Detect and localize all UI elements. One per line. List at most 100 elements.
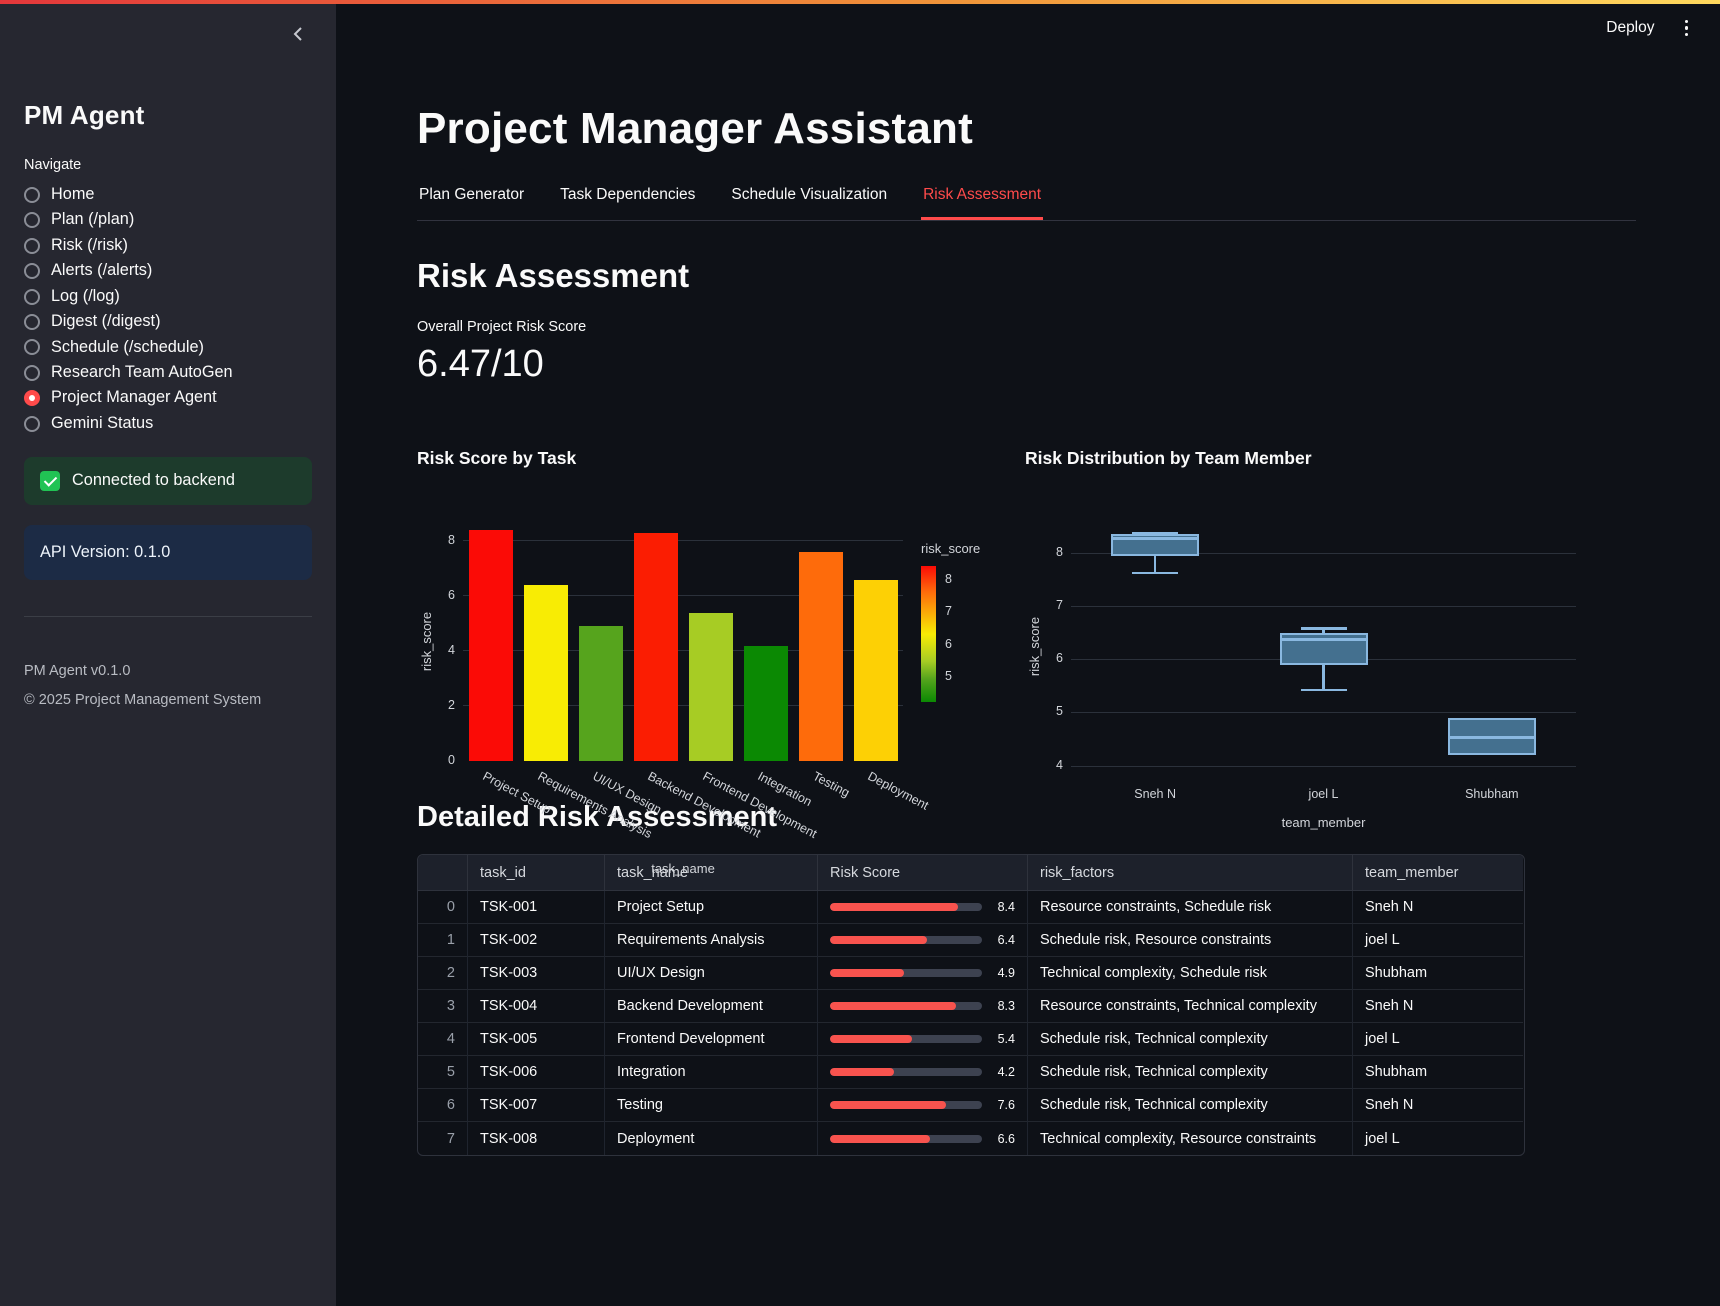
cell-task-name[interactable]: UI/UX Design (605, 957, 818, 990)
bar-chart-ytick: 4 (448, 643, 455, 658)
cell-task-name[interactable]: Requirements Analysis (605, 924, 818, 957)
cell-team-member[interactable]: Sneh N (1353, 891, 1523, 924)
box-joel-l (1279, 632, 1368, 665)
cell-team-member[interactable]: Shubham (1353, 957, 1523, 990)
risk-progress-fill (830, 1101, 946, 1109)
bar-testing (798, 552, 843, 761)
sidebar-item-research-team-autogen[interactable]: Research Team AutoGen (24, 363, 312, 382)
radio-icon (24, 237, 40, 254)
risk-progress-fill (830, 1035, 913, 1043)
cell-risk-factors[interactable]: Resource constraints, Schedule risk (1028, 891, 1353, 924)
risk-score-value: 8.3 (997, 999, 1015, 1013)
tab-schedule-visualization[interactable]: Schedule Visualization (731, 186, 888, 203)
deploy-button[interactable]: Deploy (1606, 19, 1655, 36)
cell-team-member[interactable]: joel L (1353, 924, 1523, 957)
cell-task-id[interactable]: TSK-004 (468, 990, 605, 1023)
tab-task-dependencies[interactable]: Task Dependencies (560, 186, 696, 203)
box-chart-xaxis-title: team_member (1281, 815, 1366, 830)
column-header-task-id[interactable]: task_id (468, 855, 605, 891)
sidebar-item-risk-risk[interactable]: Risk (/risk) (24, 235, 312, 255)
cell-index[interactable]: 7 (418, 1122, 468, 1155)
cell-risk-factors[interactable]: Technical complexity, Resource constrain… (1028, 1122, 1353, 1155)
column-header-task-name[interactable]: task_name (605, 855, 818, 891)
cell-risk-factors[interactable]: Schedule risk, Technical complexity (1028, 1089, 1353, 1122)
tab-risk-assessment[interactable]: Risk Assessment (921, 180, 1044, 220)
cell-task-id[interactable]: TSK-003 (468, 957, 605, 990)
cell-task-id[interactable]: TSK-001 (468, 891, 605, 924)
cell-risk-score[interactable]: 4.9 (818, 957, 1028, 990)
column-header-index[interactable] (418, 855, 468, 891)
sidebar-item-gemini-status[interactable]: Gemini Status (24, 414, 312, 433)
cell-risk-factors[interactable]: Schedule risk, Technical complexity (1028, 1056, 1353, 1089)
bar-chart-yticks: 0 2 4 6 8 (437, 521, 463, 767)
cell-index[interactable]: 3 (418, 990, 468, 1023)
cell-team-member[interactable]: joel L (1353, 1023, 1523, 1056)
sidebar-item-digest-digest[interactable]: Digest (/digest) (24, 312, 312, 331)
table-header-row: task_id task_name Risk Score risk_factors te… (418, 855, 1524, 891)
cell-risk-factors[interactable]: Schedule risk, Technical complexity (1028, 1023, 1353, 1056)
cell-task-id[interactable]: TSK-006 (468, 1056, 605, 1089)
cell-index[interactable]: 0 (418, 891, 468, 924)
radio-icon (24, 288, 40, 305)
risk-progress-track (830, 1002, 982, 1010)
cell-task-name[interactable]: Testing (605, 1089, 818, 1122)
cell-task-id[interactable]: TSK-008 (468, 1122, 605, 1155)
cell-task-name[interactable]: Integration (605, 1056, 818, 1089)
cell-risk-score[interactable]: 8.4 (818, 891, 1028, 924)
cell-risk-score[interactable]: 6.6 (818, 1122, 1028, 1155)
sidebar-item-label: Risk (/risk) (51, 235, 128, 254)
metric-label: Overall Project Risk Score (417, 319, 587, 335)
risk-progress-fill (830, 1068, 894, 1076)
cell-team-member[interactable]: Sneh N (1353, 1089, 1523, 1122)
cell-team-member[interactable]: Shubham (1353, 1056, 1523, 1089)
bar-frontend-development (688, 612, 733, 761)
cell-task-name[interactable]: Project Setup (605, 891, 818, 924)
colorbar-tick: 6 (945, 636, 952, 651)
cell-risk-score[interactable]: 7.6 (818, 1089, 1028, 1122)
sidebar-item-home[interactable]: Home (24, 185, 312, 204)
cell-task-id[interactable]: TSK-005 (468, 1023, 605, 1056)
cell-risk-score[interactable]: 6.4 (818, 924, 1028, 957)
cell-risk-factors[interactable]: Schedule risk, Resource constraints (1028, 924, 1353, 957)
cell-task-name[interactable]: Backend Development (605, 990, 818, 1023)
cell-risk-factors[interactable]: Technical complexity, Schedule risk (1028, 957, 1353, 990)
column-header-team-member[interactable]: team_member (1353, 855, 1523, 891)
cell-index[interactable]: 5 (418, 1056, 468, 1089)
cell-risk-score[interactable]: 8.3 (818, 990, 1028, 1023)
box-median (1447, 736, 1536, 740)
cell-index[interactable]: 1 (418, 924, 468, 957)
cell-task-name[interactable]: Deployment (605, 1122, 818, 1155)
cell-team-member[interactable]: joel L (1365, 1130, 1400, 1147)
cell-index[interactable]: 4 (418, 1023, 468, 1056)
cell-task-name[interactable]: Frontend Development (605, 1023, 818, 1056)
main-area: Deploy Project Manager Assistant Plan Ge… (336, 0, 1720, 1156)
sidebar-item-plan-plan[interactable]: Plan (/plan) (24, 210, 312, 229)
cell-risk-score[interactable]: 5.4 (818, 1023, 1028, 1056)
cell-risk-score[interactable]: 4.2 (818, 1056, 1028, 1089)
cell-task-id[interactable]: TSK-007 (468, 1089, 605, 1122)
risk-progress-track (830, 903, 982, 911)
column-header-risk-factors[interactable]: risk_factors (1028, 855, 1353, 891)
page-title: Project Manager Assistant (417, 104, 973, 153)
column-header-risk-score[interactable]: Risk Score (818, 855, 1028, 891)
cell-index[interactable]: 6 (418, 1089, 468, 1122)
cell-task-id[interactable]: TSK-002 (468, 924, 605, 957)
cell-index[interactable]: 2 (418, 957, 468, 990)
whisker-stem (1322, 627, 1325, 633)
sidebar-item-schedule-schedule[interactable]: Schedule (/schedule) (24, 338, 312, 357)
kebab-menu-icon[interactable] (1679, 14, 1695, 43)
sidebar-item-label: Digest (/digest) (51, 312, 161, 331)
risk-score-value: 5.4 (997, 1032, 1015, 1046)
box-chart-xtick: Sneh N (1134, 787, 1177, 801)
sidebar-item-project-manager-agent[interactable]: Project Manager Agent (24, 388, 312, 407)
bar-requirements-analysis (523, 585, 568, 761)
tab-plan-generator[interactable]: Plan Generator (419, 186, 525, 203)
table-body: 0 TSK-001 Project Setup 8.4 Resource constra… (418, 891, 1524, 1155)
cell-team-member[interactable]: Sneh N (1353, 990, 1523, 1023)
sidebar-item-log-log[interactable]: Log (/log) (24, 287, 312, 306)
gridline (463, 540, 903, 542)
sidebar-collapse-button[interactable] (284, 20, 312, 48)
cell-risk-factors[interactable]: Resource constraints, Technical complexi… (1028, 990, 1353, 1023)
table-row: 2 TSK-003 UI/UX Design 4.9 Technical complex… (418, 957, 1524, 990)
sidebar-item-alerts-alerts[interactable]: Alerts (/alerts) (24, 261, 312, 280)
